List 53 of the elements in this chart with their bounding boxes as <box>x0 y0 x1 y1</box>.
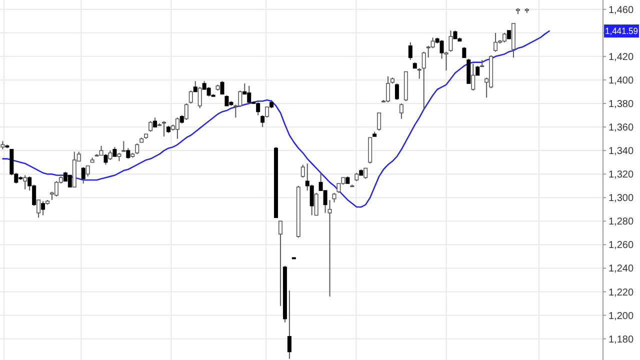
candlestick <box>502 32 506 43</box>
candlestick <box>122 140 126 152</box>
y-tick-label: 1,420 <box>608 52 634 63</box>
y-tick-label: 1,360 <box>608 122 634 134</box>
candlestick <box>278 220 282 306</box>
y-tick-label: 1,240 <box>608 264 634 275</box>
y-tick-label: 1,280 <box>608 216 634 228</box>
candlestick <box>198 86 202 109</box>
candlestick <box>494 32 498 52</box>
candlestick <box>108 150 112 160</box>
candlestick <box>86 165 90 177</box>
candlestick <box>332 192 336 203</box>
candlestick <box>300 164 305 178</box>
candlestick <box>462 46 466 58</box>
y-tick-label: 1,220 <box>608 287 634 298</box>
candlestick <box>68 174 72 188</box>
y-tick-label: 1,200 <box>608 310 634 322</box>
candlestick <box>23 174 28 190</box>
candlestick <box>377 112 382 132</box>
candlestick <box>184 102 188 120</box>
candlestick <box>104 154 108 166</box>
candlestick <box>394 82 399 100</box>
y-tick-label: 1,400 <box>608 75 634 86</box>
y-tick-label: 1,460 <box>608 4 634 16</box>
candlestick <box>430 37 435 49</box>
candlestick <box>417 68 422 80</box>
y-tick-label: 1,340 <box>608 146 634 158</box>
candlestick <box>265 106 270 118</box>
y-tick-label: 1,260 <box>608 240 634 252</box>
candlestick <box>364 168 368 180</box>
candlestick <box>422 51 426 110</box>
candlestick <box>36 199 41 218</box>
text: 1,441.59 <box>605 26 640 36</box>
candlestick <box>314 192 318 216</box>
candlestick <box>448 30 453 52</box>
line-series <box>2 30 550 208</box>
candlestick <box>408 42 412 60</box>
y-tick-label: 1,320 <box>608 170 634 181</box>
candlestick <box>328 199 332 297</box>
candlestick <box>471 62 476 92</box>
y-tick-label: 1,300 <box>608 193 634 204</box>
candlestick <box>220 80 224 95</box>
y-tick-label: 1,180 <box>608 334 634 346</box>
candlestick <box>224 94 229 106</box>
candlestick <box>175 117 180 140</box>
candlestick <box>287 290 292 360</box>
y-tick-label: 1,380 <box>608 98 634 110</box>
candlestick <box>399 102 404 120</box>
candlestick <box>135 142 140 155</box>
candlestick <box>148 120 153 132</box>
candlestick <box>444 51 448 72</box>
candlestick <box>188 90 193 104</box>
candlestick <box>162 120 166 137</box>
